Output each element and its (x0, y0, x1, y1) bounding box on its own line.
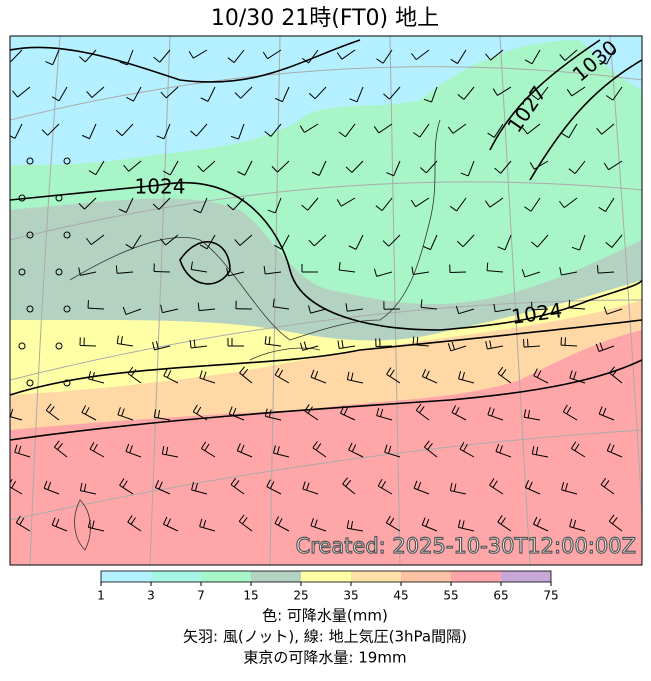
barb-feather (569, 300, 570, 308)
barb-shaft (450, 272, 466, 273)
colorbar-segment (251, 571, 301, 582)
title: 10/30 21時(FT0) 地上 (211, 6, 439, 31)
colorbar-segment (401, 571, 451, 582)
colorbar-tick-label: 15 (243, 589, 258, 603)
colorbar-tick-label: 7 (197, 589, 205, 603)
colorbar-segment (101, 571, 151, 582)
colorbar: 1 3 7 15 25 35 45 55 65 75 (97, 571, 558, 603)
colorbar-tick-label: 25 (293, 589, 308, 603)
colorbar-tick-label: 1 (97, 589, 105, 603)
barb-feather (597, 265, 598, 273)
isobar-label: 1024 (135, 175, 186, 199)
colorbar-tick-label: 55 (443, 589, 458, 603)
barb-shaft (376, 346, 392, 347)
map: 1024 1027 1030 1024 Created: 2025-10-30T… (5, 35, 645, 565)
colorbar-segment (301, 571, 351, 582)
barb-feather (7, 408, 9, 416)
colorbar-segment (451, 571, 501, 582)
barb-shaft (80, 345, 96, 346)
barb-feather (487, 263, 488, 271)
barb-feather (527, 339, 528, 347)
colorbar-segment (151, 571, 201, 582)
created-stamp: Created: 2025-10-30T12:00:00Z (296, 534, 636, 558)
caption-line: 東京の可降水量: 19mm (243, 649, 406, 667)
colorbar-tick-label: 45 (393, 589, 408, 603)
colorbar-segment (501, 571, 551, 582)
colorbar-tick-label: 75 (543, 589, 558, 603)
colorbar-segment (351, 571, 401, 582)
barb-shaft (154, 271, 170, 272)
colorbar-segment (201, 571, 251, 582)
colorbar-tick-label: 35 (343, 589, 358, 603)
barb-feather (116, 265, 117, 273)
barb-feather (523, 339, 524, 347)
caption-line: 矢羽: 風(ノット), 線: 地上気圧(3hPa間隔) (183, 628, 467, 646)
colorbar-tick-label: 65 (493, 589, 508, 603)
colorbar-tick-label: 3 (147, 589, 155, 603)
caption-line: 色: 可降水量(mm) (262, 607, 388, 625)
barb-feather (413, 337, 414, 345)
barb-feather (417, 337, 418, 345)
